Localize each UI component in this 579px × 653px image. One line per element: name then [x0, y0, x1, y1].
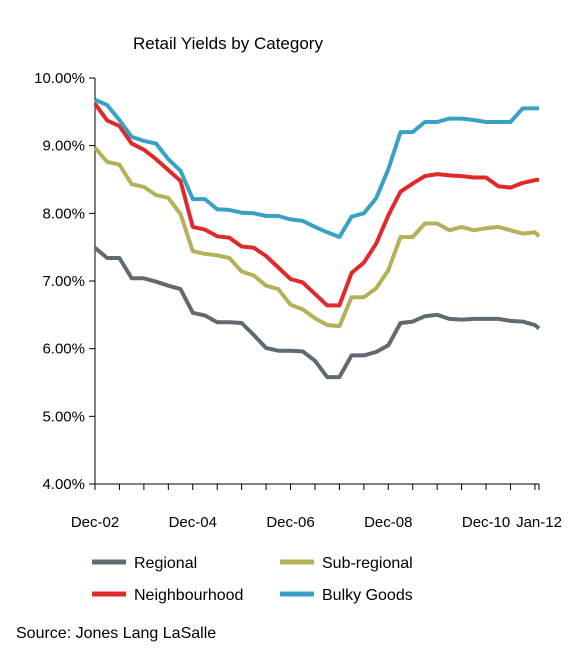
x-tick-label: Dec-04 — [169, 514, 217, 531]
legend-label-sub-regional: Sub-regional — [322, 555, 413, 572]
legend: Regional Sub-regional Neighbourhood Bulky G… — [92, 555, 413, 604]
chart-title: Retail Yields by Category — [133, 34, 323, 53]
series-lines — [93, 97, 541, 380]
series-line-bulky-goods — [94, 97, 539, 239]
legend-label-neighbourhood: Neighbourhood — [134, 587, 243, 604]
x-tick-label: Dec-08 — [364, 514, 412, 531]
y-tick-label: 7.00% — [42, 273, 85, 290]
legend-label-regional: Regional — [134, 555, 197, 572]
y-tick-label: 9.00% — [42, 138, 85, 155]
y-tick-label: 5.00% — [42, 408, 85, 425]
y-tick-label: 6.00% — [42, 341, 85, 358]
series-line-regional — [93, 246, 541, 380]
y-tick-label: 8.00% — [42, 205, 85, 222]
y-tick-label: 4.00% — [42, 476, 85, 493]
x-tick-label: Dec-06 — [266, 514, 314, 531]
x-tick-label: Dec-02 — [71, 514, 119, 531]
y-axis: 4.00% 5.00% 6.00% 7.00% 8.00% 9.00% 10.00% — [34, 70, 96, 493]
x-tick-label: Dec-10 — [462, 514, 510, 531]
series-line-sub-regional — [93, 146, 541, 329]
series-line-neighbourhood — [93, 102, 540, 308]
x-tick-label: Jan-12 — [516, 514, 562, 531]
x-axis: Dec-02 Dec-04 Dec-06 Dec-08 Dec-10 Jan-12 — [71, 483, 562, 531]
source-note: Source: Jones Lang LaSalle — [16, 625, 216, 642]
legend-label-bulky-goods: Bulky Goods — [322, 587, 413, 604]
y-tick-label: 10.00% — [34, 70, 85, 87]
